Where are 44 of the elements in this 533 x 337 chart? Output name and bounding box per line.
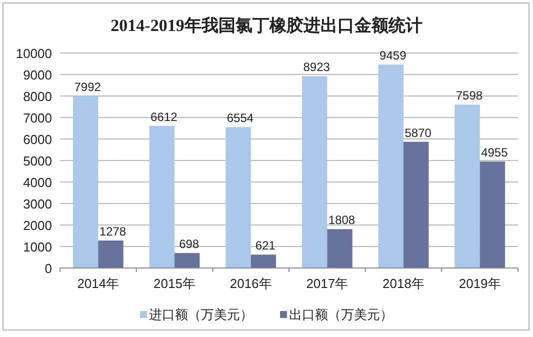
data-label: 6612	[150, 110, 178, 124]
data-label: 6554	[226, 111, 254, 126]
x-tick-label: 2016年	[230, 276, 272, 291]
x-tick-label: 2014年	[77, 276, 120, 291]
x-tick-label: 2018年	[382, 276, 424, 291]
bar	[250, 254, 276, 268]
bar	[149, 126, 174, 268]
y-tick-label: 6000	[23, 132, 52, 147]
y-tick-label: 10000	[16, 46, 52, 61]
data-label: 9459	[380, 48, 407, 63]
x-tick-label: 2019年	[458, 276, 501, 291]
legend-label: 进口额（万美元）	[149, 307, 253, 322]
bar	[72, 96, 98, 268]
y-tick-label: 2000	[23, 218, 52, 233]
data-label: 1278	[99, 224, 126, 239]
bar	[378, 64, 404, 268]
y-tick-label: 5000	[23, 154, 52, 168]
bar	[174, 252, 200, 268]
y-tick-label: 4000	[23, 175, 52, 190]
y-tick-label: 7000	[23, 110, 52, 126]
x-tick-label: 2017年	[306, 276, 348, 291]
data-label: 1808	[328, 213, 356, 228]
data-label: 8923	[303, 60, 330, 74]
bar	[302, 76, 328, 268]
bar	[404, 142, 429, 268]
y-tick-label: 3000	[23, 196, 52, 212]
y-tick-label: 8000	[23, 89, 52, 104]
bar	[98, 240, 124, 268]
y-tick-label: 9000	[23, 68, 52, 82]
bar	[226, 127, 251, 268]
bar	[327, 229, 352, 268]
x-tick-label: 2015年	[154, 276, 196, 291]
bar	[480, 161, 506, 268]
chart-title: 2014-2019年我国氯丁橡胶进出口金额统计	[110, 16, 422, 35]
bar	[454, 104, 480, 268]
y-tick-label: 1000	[23, 240, 52, 254]
data-label: 5870	[404, 126, 432, 140]
data-label: 4955	[481, 145, 508, 160]
data-label: 698	[179, 236, 200, 251]
data-label: 7598	[456, 88, 483, 103]
y-tick-label: 0	[44, 261, 52, 276]
legend-label: 出口额（万美元）	[289, 307, 393, 322]
data-label: 621	[255, 238, 276, 253]
data-label: 7992	[74, 80, 102, 94]
